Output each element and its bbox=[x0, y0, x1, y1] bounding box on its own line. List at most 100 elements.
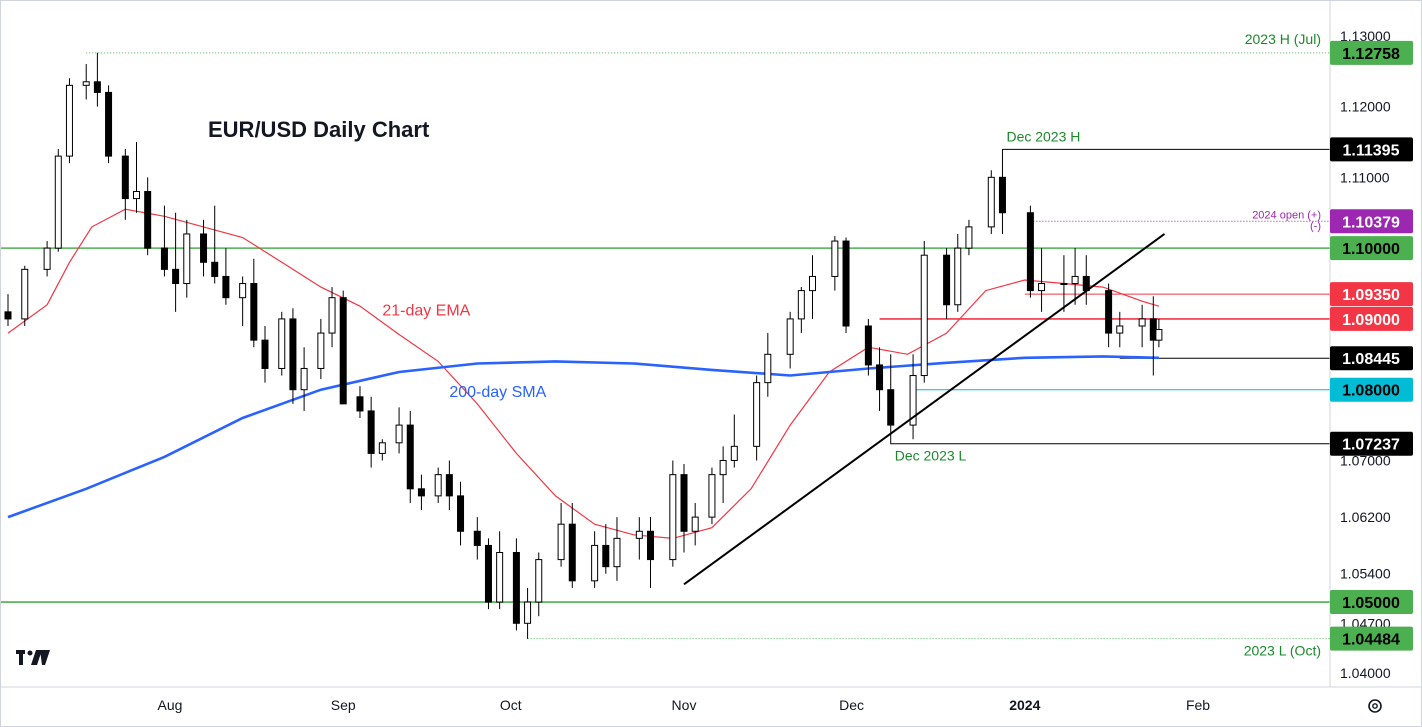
candle-53 bbox=[730, 414, 738, 468]
candle-body bbox=[568, 523, 576, 582]
candle-body bbox=[457, 495, 465, 532]
tradingview-logo-icon[interactable] bbox=[16, 650, 50, 665]
time-axis[interactable]: Aug Sep Oct Nov Dec 2024 Feb bbox=[158, 697, 1211, 713]
candle-body bbox=[82, 81, 90, 86]
candle-23 bbox=[317, 318, 325, 380]
candle-body bbox=[1138, 318, 1146, 327]
price-tag-bg bbox=[1330, 40, 1413, 65]
candle-51 bbox=[708, 467, 716, 525]
candle-body bbox=[797, 290, 805, 320]
price-tag-bg bbox=[1330, 346, 1413, 371]
price-tag-bg bbox=[1330, 431, 1413, 456]
candle-body bbox=[395, 424, 403, 444]
candle-42 bbox=[568, 502, 576, 588]
candle-46 bbox=[635, 517, 643, 560]
candle-body bbox=[496, 552, 504, 603]
candle-body bbox=[356, 396, 364, 412]
candle-body bbox=[646, 530, 654, 561]
candle-74 bbox=[1071, 248, 1079, 305]
price-tag-6: 1.08445 bbox=[1330, 346, 1413, 371]
candle-71 bbox=[1026, 205, 1034, 298]
candle-body bbox=[998, 176, 1006, 214]
candle-0 bbox=[4, 294, 12, 326]
candle-body bbox=[1116, 325, 1124, 334]
candle-body bbox=[289, 318, 297, 391]
candle-body bbox=[328, 297, 336, 334]
candle-body bbox=[965, 226, 973, 249]
price-tag-bg bbox=[1330, 626, 1413, 651]
candle-63 bbox=[887, 354, 895, 445]
candle-55 bbox=[764, 333, 772, 397]
candle-8 bbox=[121, 149, 129, 220]
price-tag-3: 1.10000 bbox=[1330, 236, 1413, 261]
level-notes-layer: 2023 H (Jul) Dec 2023 H 2024 open (+)(-) De… bbox=[895, 31, 1321, 659]
price-tag-label: 1.08000 bbox=[1342, 383, 1400, 400]
settings-gear-icon[interactable] bbox=[1368, 699, 1382, 713]
candle-body bbox=[445, 474, 453, 497]
candle-body bbox=[132, 191, 140, 200]
price-tag-label: 1.09350 bbox=[1342, 287, 1400, 304]
candle-45 bbox=[613, 517, 621, 581]
candle-body bbox=[1155, 329, 1163, 341]
series-line-ema21 bbox=[7, 208, 1160, 540]
candle-35 bbox=[473, 517, 481, 560]
trendline-0 bbox=[683, 233, 1166, 586]
candle-49 bbox=[680, 464, 688, 553]
candle-body bbox=[21, 268, 29, 320]
candle-31 bbox=[417, 474, 425, 511]
level-note-8: Dec 2023 L bbox=[895, 448, 967, 464]
candle-18 bbox=[250, 258, 258, 348]
candle-76 bbox=[1105, 283, 1113, 348]
candle-41 bbox=[557, 502, 565, 567]
price-tag-bg bbox=[1330, 377, 1413, 402]
candle-body bbox=[378, 442, 386, 454]
candle-body bbox=[524, 601, 532, 624]
candle-body bbox=[1071, 275, 1079, 285]
candle-body bbox=[680, 474, 688, 532]
candle-66 bbox=[943, 248, 951, 319]
price-tag-10: 1.04484 bbox=[1330, 626, 1413, 651]
candle-77 bbox=[1116, 311, 1124, 348]
candle-72 bbox=[1038, 248, 1046, 312]
candle-29 bbox=[395, 407, 403, 454]
candle-5 bbox=[82, 64, 90, 100]
price-tag-2: 1.10379 bbox=[1330, 209, 1413, 234]
candle-16 bbox=[222, 248, 230, 305]
candle-body bbox=[557, 523, 565, 561]
candle-body bbox=[484, 544, 492, 603]
x-tick-label: Dec bbox=[839, 697, 864, 713]
candle-62 bbox=[876, 347, 884, 411]
candle-12 bbox=[172, 212, 180, 312]
candle-body bbox=[786, 318, 794, 355]
candle-64 bbox=[909, 354, 917, 440]
price-tag-label: 1.11395 bbox=[1343, 142, 1400, 159]
level-note-2-b: (-) bbox=[1310, 220, 1321, 232]
candle-61 bbox=[864, 318, 872, 376]
candle-body bbox=[4, 311, 12, 320]
candle-28 bbox=[378, 439, 386, 461]
level-note-0: 2023 H (Jul) bbox=[1245, 31, 1321, 47]
candle-body bbox=[473, 530, 481, 546]
candle-body bbox=[367, 410, 375, 454]
candle-body bbox=[708, 474, 716, 518]
candle-body bbox=[753, 382, 761, 447]
candle-body bbox=[591, 544, 599, 582]
candle-body bbox=[211, 261, 219, 277]
candle-32 bbox=[434, 467, 442, 503]
candle-body bbox=[278, 318, 286, 369]
candle-body bbox=[954, 247, 962, 306]
level-note-1: Dec 2023 H bbox=[1006, 128, 1080, 144]
price-tag-label: 1.09000 bbox=[1342, 312, 1400, 329]
candle-body bbox=[1105, 290, 1113, 334]
price-tag-bg bbox=[1330, 282, 1413, 307]
candle-body bbox=[222, 275, 230, 299]
candle-body bbox=[121, 155, 129, 200]
candle-21 bbox=[289, 308, 297, 404]
price-tag-1: 1.11395 bbox=[1330, 137, 1413, 162]
candle-body bbox=[339, 297, 347, 405]
candle-body bbox=[160, 247, 168, 270]
candle-11 bbox=[160, 205, 168, 277]
candle-13 bbox=[183, 219, 191, 298]
candle-body bbox=[909, 375, 917, 426]
